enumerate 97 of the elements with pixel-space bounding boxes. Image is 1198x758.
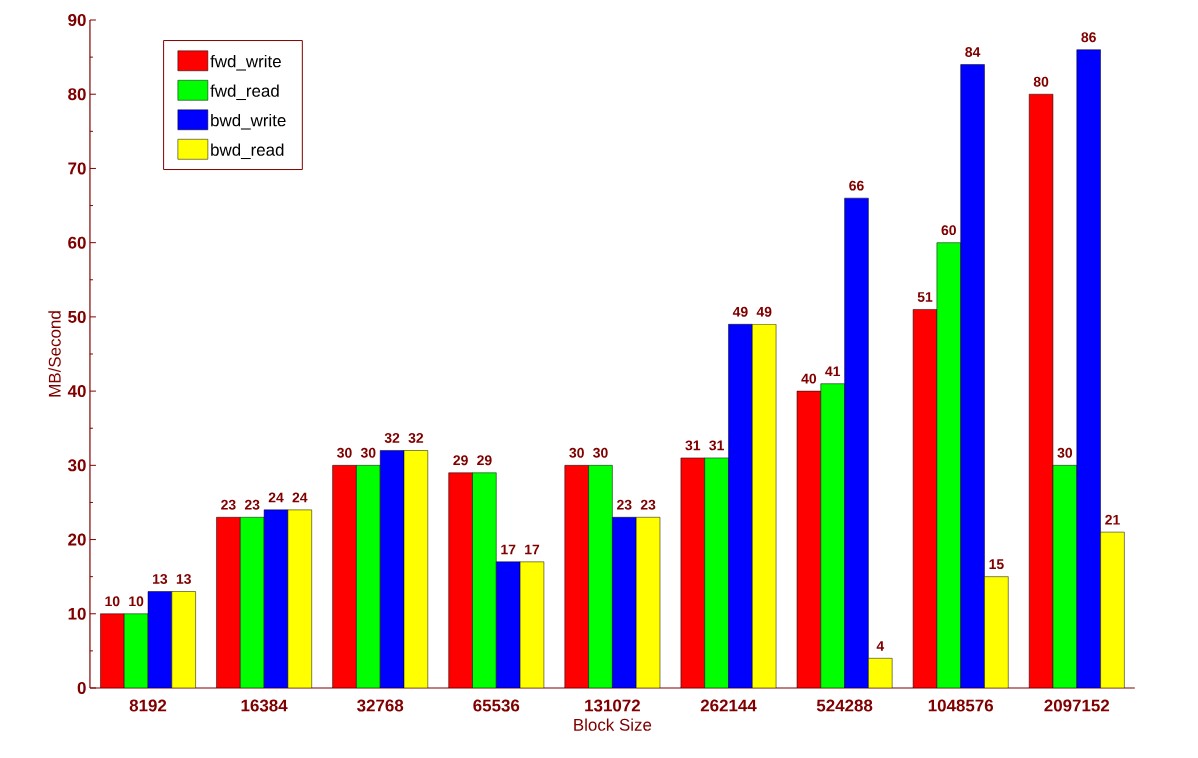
bar xyxy=(752,324,777,688)
x-tick-label: 1048576 xyxy=(928,699,994,712)
bar xyxy=(704,457,729,688)
legend-label: bwd_read xyxy=(211,143,284,160)
bar xyxy=(936,242,961,688)
bar xyxy=(448,472,473,688)
x-tick-label: 8192 xyxy=(129,699,167,712)
data-label: 10 xyxy=(105,596,120,607)
y-tick-label: 60 xyxy=(68,236,86,249)
bar xyxy=(216,517,241,688)
data-label: 13 xyxy=(153,574,168,584)
bar xyxy=(100,613,125,688)
bar xyxy=(1052,465,1078,688)
data-label: 51 xyxy=(917,292,933,302)
bar xyxy=(1076,49,1101,688)
data-label: 23 xyxy=(617,499,632,510)
data-label: 10 xyxy=(129,596,144,607)
data-label: 29 xyxy=(477,455,492,466)
y-tick-label: 40 xyxy=(67,385,86,398)
bar xyxy=(635,517,661,688)
x-tick-label: 262144 xyxy=(700,699,757,712)
data-label: 31 xyxy=(709,440,724,451)
data-label: 80 xyxy=(1033,76,1049,87)
bar xyxy=(612,517,637,688)
data-label: 23 xyxy=(244,499,260,510)
x-tick-label: 131072 xyxy=(585,699,640,712)
data-label: 30 xyxy=(1057,447,1073,458)
bar xyxy=(844,197,869,688)
bar xyxy=(356,465,381,688)
x-tick-label: 2097152 xyxy=(1044,699,1110,712)
y-tick-label: 80 xyxy=(68,88,86,101)
data-label: 86 xyxy=(1081,32,1096,43)
bar xyxy=(496,561,521,688)
data-label: 60 xyxy=(941,225,956,236)
bar xyxy=(287,509,312,688)
data-label: 32 xyxy=(384,433,400,443)
bar xyxy=(171,591,196,688)
data-label: 23 xyxy=(640,499,656,510)
y-tick-label: 70 xyxy=(68,162,86,175)
data-label: 23 xyxy=(221,499,236,510)
y-tick-label: 20 xyxy=(68,533,86,546)
data-label: 13 xyxy=(176,574,191,584)
data-label: 32 xyxy=(408,433,424,443)
bar xyxy=(240,517,265,688)
bar xyxy=(820,383,845,688)
data-label: 30 xyxy=(360,447,376,458)
data-label: 41 xyxy=(825,366,841,377)
y-tick-label: 90 xyxy=(68,14,86,26)
bar xyxy=(403,450,429,688)
y-tick-label: 0 xyxy=(77,682,86,694)
bar xyxy=(588,465,613,688)
data-label: 31 xyxy=(685,440,701,451)
x-tick-label: 16384 xyxy=(241,699,288,712)
bar xyxy=(123,613,149,688)
data-label: 21 xyxy=(1105,514,1120,525)
bar xyxy=(519,561,545,688)
data-label: 84 xyxy=(965,47,981,57)
data-label: 24 xyxy=(292,492,308,503)
data-label: 17 xyxy=(525,544,540,555)
x-axis-title: Block Size xyxy=(574,718,652,731)
bar xyxy=(564,465,589,688)
bar xyxy=(680,457,705,688)
bar xyxy=(263,509,289,688)
x-tick-label: 65536 xyxy=(473,699,520,712)
y-tick-label: 30 xyxy=(67,459,86,472)
bar xyxy=(1100,531,1125,688)
y-tick-label: 10 xyxy=(68,607,86,620)
bar xyxy=(1028,93,1054,688)
bar xyxy=(912,309,938,688)
y-axis-title: MB/Second xyxy=(48,311,61,397)
data-label: 24 xyxy=(268,492,284,503)
bar xyxy=(728,324,753,688)
bar xyxy=(960,64,985,688)
y-tick-label: 50 xyxy=(68,310,86,323)
bar xyxy=(332,465,357,688)
data-label: 40 xyxy=(801,373,817,384)
data-label: 49 xyxy=(732,306,748,317)
bar xyxy=(147,591,173,688)
bar xyxy=(868,658,893,688)
data-label: 49 xyxy=(756,306,772,317)
data-label: 29 xyxy=(453,455,468,466)
bar xyxy=(796,390,822,688)
legend-label: bwd_write xyxy=(211,113,286,130)
bar xyxy=(984,576,1009,688)
bar xyxy=(379,450,405,688)
bar xyxy=(472,472,497,688)
data-label: 4 xyxy=(876,641,885,651)
data-label: 66 xyxy=(849,180,864,191)
legend-label: fwd_write xyxy=(210,54,281,71)
legend-label: fwd_read xyxy=(210,84,279,101)
data-label: 17 xyxy=(501,544,516,555)
x-tick-label: 524288 xyxy=(816,699,873,712)
data-label: 15 xyxy=(989,559,1004,570)
data-label: 30 xyxy=(337,447,352,458)
data-label: 30 xyxy=(593,447,608,458)
x-tick-label: 32768 xyxy=(357,699,404,712)
data-label: 30 xyxy=(569,447,584,458)
